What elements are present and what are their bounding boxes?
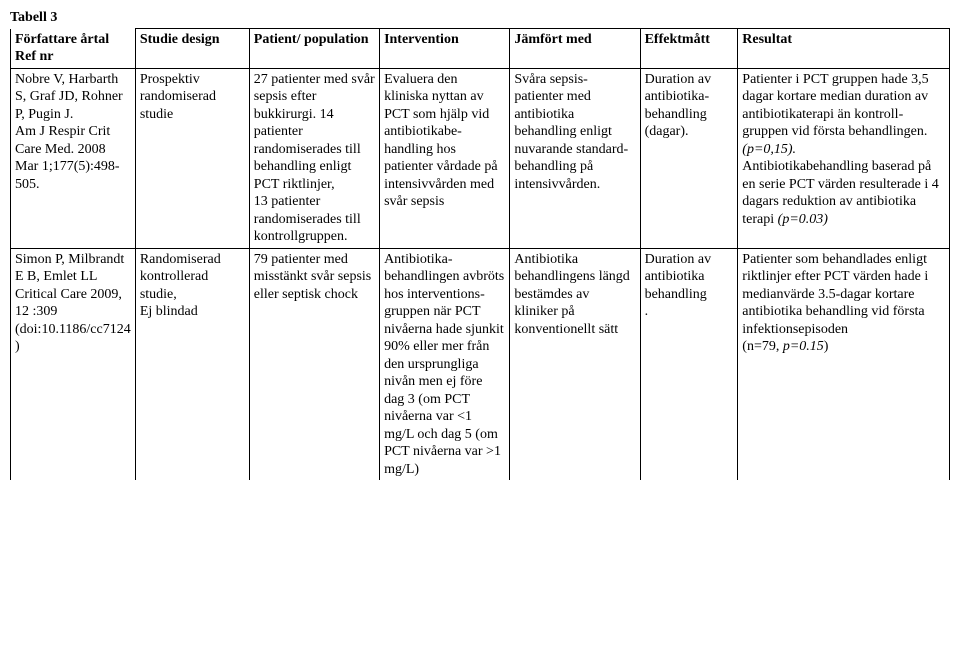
cell-population: 27 patienter med svår sepsis efter bukki… (249, 68, 379, 248)
header-intervention: Intervention (380, 29, 510, 69)
result-pvalue-2: (p=0.03) (778, 212, 828, 227)
cell-compared: Svåra sepsis-patienter med antibiotika b… (510, 68, 640, 248)
table-title: Tabell 3 (10, 10, 950, 26)
cell-effect: Duration av antibiotika behandling. (640, 248, 738, 480)
cell-design: Prospektiv randomiserad studie (135, 68, 249, 248)
header-compared: Jämfört med (510, 29, 640, 69)
header-effect: Effektmått (640, 29, 738, 69)
header-population: Patient/ population (249, 29, 379, 69)
cell-effect: Duration av antibiotika-behandling (daga… (640, 68, 738, 248)
cell-design: Randomiserad kontrollerad studie,Ej blin… (135, 248, 249, 480)
result-text-a: Patienter som behandlades enligt riktlin… (742, 252, 928, 337)
cell-author: Simon P, Milbrandt E B, Emlet LL Critica… (11, 248, 136, 480)
cell-result: Patienter i PCT gruppen hade 3,5 dagar k… (738, 68, 950, 248)
header-author: Författare årtal Ref nr (11, 29, 136, 69)
result-text-a: Patienter i PCT gruppen hade 3,5 dagar k… (742, 72, 928, 140)
header-design: Studie design (135, 29, 249, 69)
result-pvalue: (p=0,15). (742, 142, 796, 157)
cell-population: 79 patienter med misstänkt svår sepsis e… (249, 248, 379, 480)
cell-intervention: Evaluera den kliniska nyttan av PCT som … (380, 68, 510, 248)
cell-result: Patienter som behandlades enligt riktlin… (738, 248, 950, 480)
table-row: Nobre V, Harbarth S, Graf JD, Rohner P, … (11, 68, 950, 248)
result-text-c: Antibiotikabehandling baserad på en seri… (742, 159, 938, 227)
study-table: Författare årtal Ref nr Studie design Pa… (10, 28, 950, 480)
header-result: Resultat (738, 29, 950, 69)
header-row: Författare årtal Ref nr Studie design Pa… (11, 29, 950, 69)
result-pvalue: p=0.15 (783, 339, 824, 354)
cell-compared: Antibiotika behandlingens längd bestämde… (510, 248, 640, 480)
cell-intervention: Antibiotika-behandlingen avbröts hos int… (380, 248, 510, 480)
result-close: ) (824, 339, 829, 354)
cell-author: Nobre V, Harbarth S, Graf JD, Rohner P, … (11, 68, 136, 248)
result-n: (n=79, (742, 339, 783, 354)
table-row: Simon P, Milbrandt E B, Emlet LL Critica… (11, 248, 950, 480)
